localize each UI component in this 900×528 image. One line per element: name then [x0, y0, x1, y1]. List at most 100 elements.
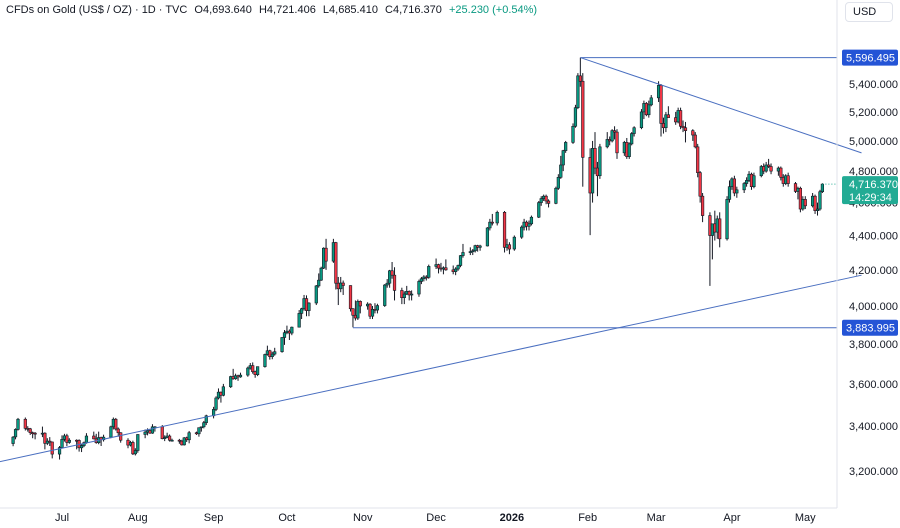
candle-body[interactable]: [471, 250, 475, 253]
candle-body[interactable]: [385, 282, 389, 286]
candle-body[interactable]: [202, 422, 206, 428]
candle-body[interactable]: [43, 432, 47, 444]
candle-body[interactable]: [659, 85, 663, 124]
candle-body[interactable]: [627, 143, 631, 157]
candle-body[interactable]: [390, 270, 394, 276]
candle-body[interactable]: [537, 202, 541, 218]
candle-body[interactable]: [263, 354, 267, 367]
candle-body[interactable]: [718, 218, 722, 240]
drawings[interactable]: [0, 57, 862, 465]
candle-body[interactable]: [578, 75, 582, 82]
candle-body[interactable]: [456, 265, 460, 270]
candle-body[interactable]: [666, 114, 670, 118]
candle-body[interactable]: [182, 437, 186, 446]
candle-body[interactable]: [28, 428, 32, 434]
candle-body[interactable]: [282, 332, 287, 338]
candle-body[interactable]: [392, 274, 397, 291]
candle-body[interactable]: [683, 127, 688, 131]
candle-body[interactable]: [767, 164, 771, 167]
candle-body[interactable]: [341, 282, 345, 286]
candle-body[interactable]: [769, 166, 773, 172]
candle-body[interactable]: [251, 365, 255, 372]
candle-body[interactable]: [163, 437, 167, 439]
candle-body[interactable]: [813, 195, 817, 211]
candle-body[interactable]: [270, 353, 274, 357]
candle-body[interactable]: [246, 367, 250, 376]
candle-body[interactable]: [324, 247, 328, 262]
candle-body[interactable]: [131, 442, 135, 455]
candle-body[interactable]: [427, 266, 431, 278]
candle-body[interactable]: [67, 439, 71, 443]
candle-body[interactable]: [527, 223, 531, 227]
candles[interactable]: [11, 57, 824, 460]
candle-body[interactable]: [255, 366, 260, 375]
candle-body[interactable]: [221, 386, 225, 396]
candle-body[interactable]: [752, 175, 756, 187]
candle-body[interactable]: [48, 440, 52, 443]
candle-body[interactable]: [818, 191, 822, 210]
candle-body[interactable]: [581, 80, 585, 158]
candle-body[interactable]: [559, 164, 563, 178]
candle-body[interactable]: [490, 221, 494, 224]
symbol-title[interactable]: CFDs on Gold (US$ / OZ) · 1D · TVC: [6, 4, 188, 16]
candle-body[interactable]: [649, 97, 653, 106]
candle-body[interactable]: [11, 436, 15, 444]
candle-body[interactable]: [375, 305, 380, 311]
candle-body[interactable]: [307, 302, 311, 311]
candle-body[interactable]: [512, 236, 516, 250]
candle-body[interactable]: [573, 107, 578, 127]
candle-body[interactable]: [109, 426, 113, 438]
candle-body[interactable]: [187, 432, 191, 441]
candle-body[interactable]: [454, 268, 458, 272]
candle-body[interactable]: [160, 426, 164, 439]
candle-body[interactable]: [632, 127, 636, 134]
candle-body[interactable]: [136, 434, 140, 451]
candle-body[interactable]: [610, 130, 614, 142]
candle-body[interactable]: [647, 104, 651, 116]
candle-body[interactable]: [681, 125, 685, 129]
candle-body[interactable]: [150, 426, 155, 434]
candle-body[interactable]: [598, 146, 602, 177]
candle-body[interactable]: [576, 75, 580, 108]
candle-body[interactable]: [290, 326, 294, 334]
candle-body[interactable]: [383, 284, 387, 306]
candle-body[interactable]: [556, 177, 560, 189]
candle-body[interactable]: [177, 439, 181, 442]
candle-body[interactable]: [803, 199, 807, 207]
candle-body[interactable]: [419, 278, 424, 282]
candle-body[interactable]: [693, 134, 697, 148]
candle-body[interactable]: [417, 281, 421, 295]
candle-body[interactable]: [370, 308, 375, 317]
candle-body[interactable]: [764, 164, 768, 172]
candle-body[interactable]: [488, 221, 492, 229]
candle-body[interactable]: [691, 130, 695, 136]
candle-body[interactable]: [402, 293, 406, 298]
candle-body[interactable]: [561, 150, 565, 166]
candle-body[interactable]: [60, 439, 64, 448]
candle-body[interactable]: [356, 301, 360, 319]
time-axis[interactable]: Jul Aug Sep Oct Nov Dec 2026 Feb Mar Apr May: [55, 512, 816, 524]
candle-body[interactable]: [696, 146, 700, 173]
candle-body[interactable]: [388, 270, 392, 284]
candle-body[interactable]: [612, 130, 617, 133]
candle-body[interactable]: [605, 139, 609, 148]
candle-body[interactable]: [520, 226, 524, 238]
candle-body[interactable]: [798, 187, 802, 210]
candle-body[interactable]: [507, 244, 512, 250]
candle-body[interactable]: [65, 435, 69, 443]
candle-body[interactable]: [639, 111, 644, 129]
price-axis[interactable]: 3,200.000 3,400.000 3,600.000 3,800.000 4,00…: [849, 79, 898, 478]
candle-body[interactable]: [300, 308, 304, 314]
candle-body[interactable]: [33, 432, 37, 435]
candle-body[interactable]: [678, 110, 683, 127]
candle-body[interactable]: [339, 282, 343, 290]
candle-body[interactable]: [444, 267, 448, 271]
candle-body[interactable]: [786, 175, 790, 184]
candle-body[interactable]: [273, 351, 277, 355]
candle-body[interactable]: [468, 251, 472, 253]
candle-body[interactable]: [170, 439, 174, 442]
candle-body[interactable]: [461, 252, 465, 256]
candle-body[interactable]: [348, 285, 353, 310]
candle-body[interactable]: [229, 376, 233, 388]
